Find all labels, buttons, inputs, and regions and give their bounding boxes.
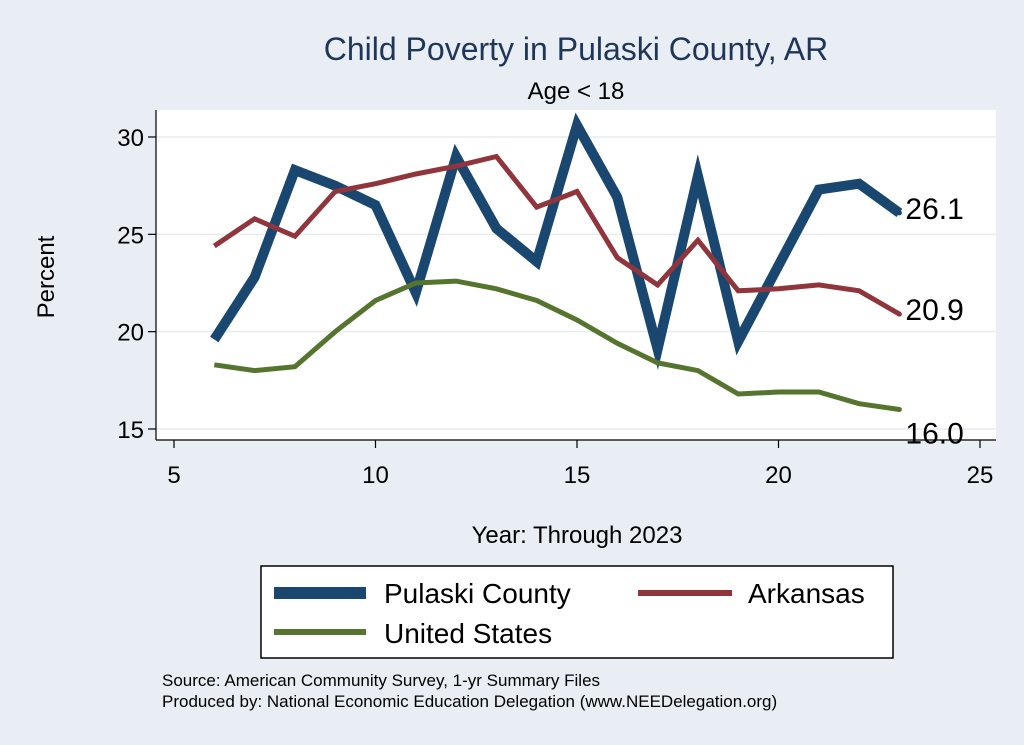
- series-endpoint-arkansas: [896, 311, 902, 317]
- y-axis-title: Percent: [33, 235, 60, 318]
- series-lines: [210, 112, 903, 413]
- chart-subtitle: Age < 18: [528, 78, 625, 105]
- end-labels: 26.1 20.9 16.0: [905, 193, 963, 451]
- end-label-united-states: 16.0: [905, 418, 963, 451]
- y-tick-label-15: 15: [117, 417, 144, 444]
- legend-label-arkansas: Arkansas: [748, 578, 865, 609]
- producer-note: Produced by: National Economic Education…: [162, 692, 777, 711]
- axes: 15 20 25 30 5 10 15 20 25: [117, 110, 996, 489]
- chart-title: Child Poverty in Pulaski County, AR: [324, 31, 829, 67]
- end-label-pulaski: 26.1: [905, 193, 963, 226]
- x-tick-label-10: 10: [362, 462, 389, 489]
- series-line-pulaski: [210, 112, 903, 370]
- y-tick-label-30: 30: [117, 125, 144, 152]
- legend: Pulaski County Arkansas United States: [260, 565, 894, 659]
- plot-area: [156, 110, 996, 440]
- y-tick-label-20: 20: [117, 320, 144, 347]
- series-line-arkansas: [212, 153, 901, 317]
- series-endpoint-united-states: [896, 407, 902, 413]
- series-endpoint-pulaski: [896, 210, 902, 216]
- x-tick-label-15: 15: [564, 462, 591, 489]
- legend-label-pulaski: Pulaski County: [384, 578, 571, 609]
- legend-label-united-states: United States: [384, 618, 552, 649]
- y-tick-label-25: 25: [117, 222, 144, 249]
- x-tick-label-5: 5: [167, 462, 180, 489]
- x-tick-label-20: 20: [765, 462, 792, 489]
- x-axis-title: Year: Through 2023: [472, 522, 683, 549]
- source-note: Source: American Community Survey, 1-yr …: [162, 671, 600, 690]
- end-label-arkansas: 20.9: [905, 294, 963, 327]
- series-line-united-states: [213, 278, 900, 412]
- legend-box: [260, 565, 894, 659]
- x-tick-label-25: 25: [967, 462, 994, 489]
